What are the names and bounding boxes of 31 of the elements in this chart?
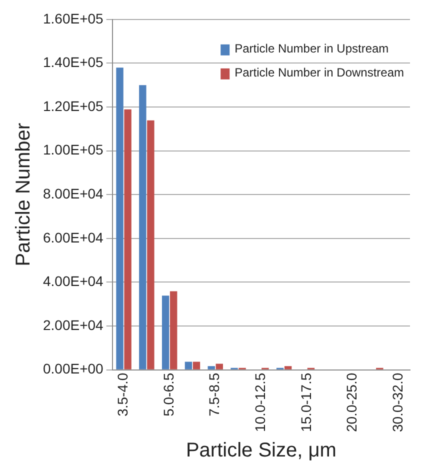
x-tick-label: 20.0-25.0 <box>344 372 360 432</box>
bar <box>147 120 154 370</box>
bar <box>162 296 170 370</box>
bar <box>139 85 146 370</box>
legend-label: Particle Number in Downstream <box>234 66 404 80</box>
x-axis-title: Particle Size, μm <box>186 440 336 462</box>
bar <box>208 366 215 370</box>
legend-label: Particle Number in Upstream <box>234 42 389 56</box>
y-tick-label: 4.00E+04 <box>42 273 104 290</box>
x-tick-label: 7.5-8.5 <box>206 372 222 416</box>
y-tick-label: 0.00E+00 <box>42 360 104 377</box>
bar <box>192 362 200 370</box>
y-axis-title: Particle Number <box>12 122 35 266</box>
x-tick-label: 10.0-12.5 <box>252 372 268 432</box>
y-tick-label: 1.20E+05 <box>42 98 104 114</box>
x-tick-label: 30.0-32.0 <box>389 372 406 432</box>
y-tick-label: 1.00E+05 <box>42 142 104 158</box>
x-tick-label: 5.0-6.5 <box>160 372 176 416</box>
y-tick-label: 2.00E+04 <box>42 316 104 333</box>
y-tick-label: 1.60E+05 <box>42 10 104 26</box>
x-tick-label: 15.0-17.5 <box>298 372 314 432</box>
y-tick-label: 1.40E+05 <box>42 54 104 70</box>
bar <box>184 362 192 370</box>
bar <box>284 366 292 370</box>
y-tick-label: 6.00E+04 <box>42 229 104 246</box>
bar <box>216 364 223 370</box>
x-tick-label: 3.5-4.0 <box>114 372 131 416</box>
y-tick-label: 8.00E+04 <box>42 185 104 202</box>
bar <box>170 291 178 370</box>
bar <box>124 109 132 370</box>
bar <box>116 68 124 370</box>
